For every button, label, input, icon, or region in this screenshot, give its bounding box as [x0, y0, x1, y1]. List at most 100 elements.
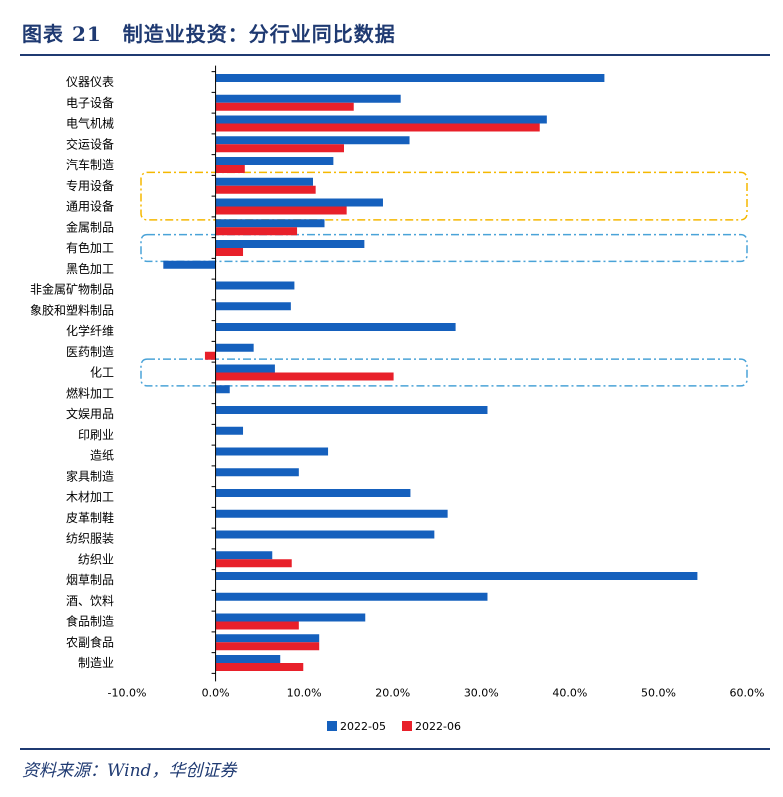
category-label: 印刷业	[78, 428, 114, 442]
bar-2022-05-交运设备	[215, 136, 410, 145]
bar-2022-05-食品制造	[215, 613, 366, 622]
legend-label: 2022-05	[340, 720, 386, 733]
bar-2022-05-仪器仪表	[215, 74, 605, 82]
category-label: 燃料加工	[66, 385, 114, 400]
bar-2022-05-通用设备	[215, 198, 383, 207]
bar-2022-05-酒、饮料	[215, 592, 488, 601]
category-label: 医药制造	[66, 345, 114, 359]
category-label: 制造业	[78, 656, 114, 670]
category-label: 家具制造	[66, 468, 114, 483]
bar-2022-05-电气机械	[215, 115, 547, 124]
category-label: 黑色加工	[66, 262, 114, 276]
figure-title: 图表 21 制造业投资：分行业同比数据	[22, 18, 396, 47]
title-rule	[20, 54, 770, 56]
bars-group	[163, 74, 698, 671]
figure-title-text: 制造业投资：分行业同比数据	[122, 22, 396, 46]
category-label: 交运设备	[66, 136, 114, 151]
bar-2022-06-农副食品	[215, 642, 320, 651]
x-tick-label: 40.0%	[552, 686, 587, 699]
category-label: 造纸	[90, 449, 114, 463]
x-tick-label: -10.0%	[108, 686, 147, 699]
bar-2022-06-制造业	[215, 663, 304, 671]
category-label: 通用设备	[66, 200, 114, 214]
highlight-boxes	[140, 171, 748, 387]
bar-2022-05-皮革制鞋	[215, 509, 448, 518]
category-label: 化工	[90, 366, 114, 380]
x-tick-label: 60.0%	[730, 686, 765, 699]
bar-2022-05-造纸	[215, 447, 329, 456]
source-rule	[20, 748, 770, 750]
category-label: 文娱用品	[66, 406, 114, 421]
x-tick-label: 20.0%	[375, 686, 410, 699]
bar-2022-05-金属制品	[215, 219, 325, 228]
x-tick-label: 0.0%	[202, 686, 230, 699]
category-labels: 仪器仪表电子设备电气机械交运设备汽车制造专用设备通用设备金属制品有色加工黑色加工…	[30, 75, 114, 670]
figure-number: 图表 21	[22, 22, 102, 46]
category-label: 纺织业	[78, 552, 114, 566]
bar-2022-05-印刷业	[215, 426, 244, 435]
bar-2022-06-汽车制造	[215, 165, 245, 173]
bar-2022-05-纺织业	[215, 551, 273, 560]
bar-2022-06-纺织业	[215, 559, 292, 568]
bar-2022-05-电子设备	[215, 94, 401, 103]
legend-swatch-2022-05	[327, 721, 337, 731]
bar-2022-06-专用设备	[215, 185, 316, 194]
bar-2022-06-电子设备	[215, 102, 354, 111]
category-label: 烟草制品	[66, 573, 114, 587]
bar-2022-05-制造业	[215, 655, 281, 663]
highlight-box-0	[140, 171, 748, 221]
category-label: 木材加工	[66, 490, 114, 504]
category-label: 农副食品	[66, 634, 114, 649]
highlight-box-2	[140, 358, 748, 387]
x-tick-label: 30.0%	[464, 686, 499, 699]
category-label: 有色加工	[66, 241, 114, 255]
bar-2022-06-有色加工	[215, 248, 244, 256]
category-label: 酒、饮料	[66, 594, 114, 608]
bar-2022-06-医药制造	[204, 351, 216, 360]
bar-2022-06-电气机械	[215, 123, 540, 132]
category-label: 电气机械	[66, 116, 114, 131]
legend-label: 2022-06	[415, 720, 461, 733]
tick-labels: -10.0% 0.0% 10.0% 20.0% 30.0% 40.0% 50.0% 60.0%	[108, 686, 765, 699]
bar-2022-05-文娱用品	[215, 406, 488, 414]
bar-2022-05-黑色加工	[163, 260, 216, 269]
bar-2022-05-纺织服装	[215, 530, 435, 539]
bar-2022-05-非金属矿物制品	[215, 281, 295, 290]
bar-2022-05-专用设备	[215, 177, 313, 186]
bar-2022-06-金属制品	[215, 227, 298, 236]
x-tick-label: 10.0%	[287, 686, 322, 699]
category-label: 食品制造	[66, 614, 114, 629]
highlight-box-1	[140, 233, 748, 263]
category-label: 象胶和塑料制品	[30, 302, 114, 317]
bar-2022-05-有色加工	[215, 240, 365, 248]
bar-2022-06-通用设备	[215, 206, 347, 215]
bar-2022-05-医药制造	[215, 343, 254, 352]
bar-2022-05-木材加工	[215, 489, 411, 497]
category-label: 电子设备	[66, 96, 114, 110]
bar-2022-05-燃料加工	[215, 385, 230, 394]
category-label: 化学纤维	[66, 323, 114, 338]
bar-2022-05-农副食品	[215, 634, 320, 643]
bar-2022-05-橡胶和塑料制品	[215, 302, 291, 311]
axis-group	[211, 65, 217, 682]
bar-2022-06-交运设备	[215, 144, 344, 153]
bar-2022-05-家具制造	[215, 468, 299, 477]
bar-2022-05-烟草制品	[215, 572, 698, 580]
bar-2022-06-食品制造	[215, 621, 299, 630]
legend-swatch-2022-06	[402, 721, 412, 731]
bar-2022-05-汽车制造	[215, 157, 334, 165]
category-label: 汽车制造	[66, 157, 114, 172]
category-label: 专用设备	[66, 178, 114, 193]
legend: 2022-05 2022-06	[327, 720, 461, 733]
bar-2022-05-化学纤维	[215, 323, 456, 331]
bar-2022-06-化工	[215, 372, 394, 381]
category-label: 非金属矿物制品	[30, 282, 114, 297]
category-label: 金属制品	[66, 219, 114, 234]
category-label: 纺织服装	[66, 532, 114, 546]
category-label: 仪器仪表	[66, 75, 114, 89]
category-label: 皮革制鞋	[66, 510, 114, 525]
bar-2022-05-化工	[215, 364, 275, 373]
x-tick-label: 50.0%	[641, 686, 676, 699]
source-note: 资料来源：Wind，华创证券	[22, 761, 237, 781]
